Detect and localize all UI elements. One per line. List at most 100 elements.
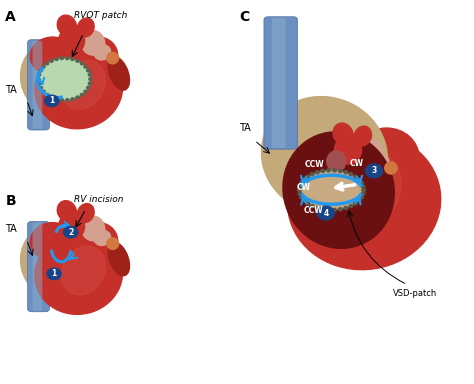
Circle shape	[50, 96, 53, 99]
Ellipse shape	[30, 223, 75, 261]
Circle shape	[71, 98, 74, 101]
Circle shape	[360, 196, 364, 199]
Bar	[0, 192, 218, 383]
Circle shape	[349, 173, 353, 176]
Circle shape	[60, 99, 64, 101]
Ellipse shape	[107, 238, 118, 249]
Circle shape	[80, 93, 83, 96]
Ellipse shape	[107, 52, 118, 64]
Text: CCW: CCW	[305, 160, 324, 169]
Bar	[0, 1, 218, 192]
Ellipse shape	[262, 97, 387, 215]
Ellipse shape	[354, 128, 419, 187]
Ellipse shape	[358, 139, 383, 165]
Ellipse shape	[57, 15, 76, 36]
Circle shape	[84, 65, 87, 68]
Circle shape	[302, 199, 306, 202]
Circle shape	[361, 185, 365, 188]
Circle shape	[37, 73, 41, 76]
Ellipse shape	[385, 162, 397, 174]
Ellipse shape	[291, 126, 363, 188]
Circle shape	[354, 175, 357, 178]
Text: CCW: CCW	[303, 207, 323, 215]
Circle shape	[315, 206, 319, 209]
Ellipse shape	[30, 37, 75, 75]
Ellipse shape	[35, 49, 122, 129]
Ellipse shape	[288, 132, 441, 270]
Circle shape	[310, 173, 314, 176]
Text: TA: TA	[5, 224, 17, 234]
Text: RV incision: RV incision	[74, 195, 123, 204]
Ellipse shape	[283, 132, 394, 248]
FancyBboxPatch shape	[33, 41, 42, 129]
Circle shape	[38, 58, 91, 100]
Circle shape	[87, 86, 90, 89]
Circle shape	[333, 169, 337, 172]
Circle shape	[357, 178, 361, 181]
Circle shape	[338, 208, 342, 211]
Circle shape	[365, 164, 383, 178]
Circle shape	[87, 69, 90, 72]
Circle shape	[338, 169, 342, 172]
Text: CW: CW	[297, 184, 310, 192]
Circle shape	[65, 57, 69, 60]
Circle shape	[321, 169, 325, 172]
Circle shape	[321, 208, 325, 211]
Circle shape	[65, 99, 69, 101]
Ellipse shape	[300, 170, 364, 210]
Circle shape	[55, 58, 58, 60]
Circle shape	[360, 181, 364, 184]
Text: 1: 1	[52, 270, 57, 278]
Circle shape	[357, 199, 361, 202]
Circle shape	[318, 206, 334, 220]
Ellipse shape	[94, 230, 110, 245]
Text: 1: 1	[49, 96, 55, 106]
Circle shape	[88, 82, 91, 85]
Circle shape	[298, 185, 302, 188]
Ellipse shape	[77, 204, 94, 223]
Circle shape	[344, 171, 348, 174]
Circle shape	[76, 96, 79, 99]
Circle shape	[42, 90, 45, 93]
Ellipse shape	[334, 136, 362, 164]
Ellipse shape	[61, 60, 105, 109]
Circle shape	[306, 202, 310, 205]
Text: 2: 2	[68, 228, 73, 237]
Text: 4: 4	[323, 209, 328, 218]
Circle shape	[39, 69, 42, 72]
Circle shape	[71, 58, 74, 60]
Circle shape	[37, 78, 40, 81]
Circle shape	[60, 57, 64, 60]
Circle shape	[64, 227, 78, 238]
Ellipse shape	[61, 246, 105, 295]
Circle shape	[333, 209, 337, 212]
FancyBboxPatch shape	[27, 222, 49, 312]
Text: RVOT patch: RVOT patch	[74, 11, 128, 20]
Circle shape	[315, 171, 319, 174]
FancyBboxPatch shape	[27, 40, 49, 130]
Text: A: A	[5, 10, 16, 24]
Text: TA: TA	[239, 123, 251, 133]
Circle shape	[76, 60, 79, 62]
FancyBboxPatch shape	[264, 17, 298, 149]
Ellipse shape	[108, 57, 129, 90]
Ellipse shape	[333, 123, 353, 145]
Circle shape	[349, 204, 353, 207]
Circle shape	[84, 90, 87, 93]
Ellipse shape	[327, 151, 346, 172]
Circle shape	[327, 209, 330, 212]
Circle shape	[37, 82, 41, 85]
Circle shape	[298, 192, 302, 195]
Circle shape	[45, 95, 59, 107]
Ellipse shape	[77, 222, 118, 259]
Text: VSD-patch: VSD-patch	[393, 289, 437, 298]
FancyBboxPatch shape	[272, 18, 286, 148]
Circle shape	[302, 178, 306, 181]
Circle shape	[46, 93, 49, 96]
FancyBboxPatch shape	[33, 223, 42, 311]
Ellipse shape	[59, 28, 84, 54]
Circle shape	[50, 60, 53, 62]
Ellipse shape	[323, 149, 401, 232]
Circle shape	[298, 189, 301, 192]
Ellipse shape	[77, 18, 94, 37]
